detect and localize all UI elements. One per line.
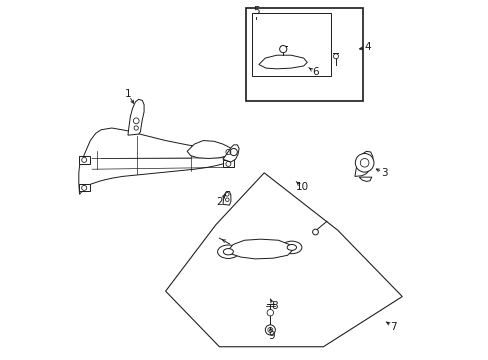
Bar: [251, 13, 330, 76]
Polygon shape: [128, 99, 144, 135]
Ellipse shape: [286, 244, 296, 250]
Text: 9: 9: [267, 331, 274, 341]
Ellipse shape: [217, 245, 239, 258]
Text: 6: 6: [311, 67, 318, 77]
Circle shape: [312, 229, 318, 235]
Text: 4: 4: [364, 42, 371, 52]
Ellipse shape: [281, 241, 301, 254]
Text: 1: 1: [124, 89, 131, 99]
Polygon shape: [258, 55, 306, 69]
Bar: [246, 8, 362, 101]
Text: 3: 3: [380, 168, 387, 178]
Ellipse shape: [343, 44, 352, 50]
Bar: [79, 184, 89, 192]
Ellipse shape: [303, 60, 309, 64]
Polygon shape: [79, 128, 231, 194]
Circle shape: [265, 325, 275, 335]
Circle shape: [279, 45, 286, 53]
Polygon shape: [223, 145, 239, 162]
Ellipse shape: [254, 58, 270, 67]
Bar: [223, 148, 233, 156]
Circle shape: [355, 153, 373, 172]
Ellipse shape: [298, 57, 313, 66]
Text: 2: 2: [216, 197, 222, 207]
Circle shape: [266, 310, 273, 316]
Ellipse shape: [223, 249, 233, 255]
Ellipse shape: [338, 41, 358, 54]
Polygon shape: [165, 173, 402, 347]
Text: 7: 7: [389, 322, 396, 332]
Polygon shape: [354, 151, 372, 176]
Circle shape: [333, 54, 338, 59]
Polygon shape: [223, 192, 230, 205]
Text: 8: 8: [270, 301, 277, 311]
Polygon shape: [187, 140, 231, 158]
Bar: [79, 156, 89, 163]
Ellipse shape: [258, 60, 265, 64]
Bar: [223, 160, 233, 167]
Text: 5: 5: [252, 6, 259, 17]
Text: 10: 10: [295, 182, 308, 192]
Polygon shape: [359, 177, 371, 181]
Polygon shape: [226, 239, 292, 259]
